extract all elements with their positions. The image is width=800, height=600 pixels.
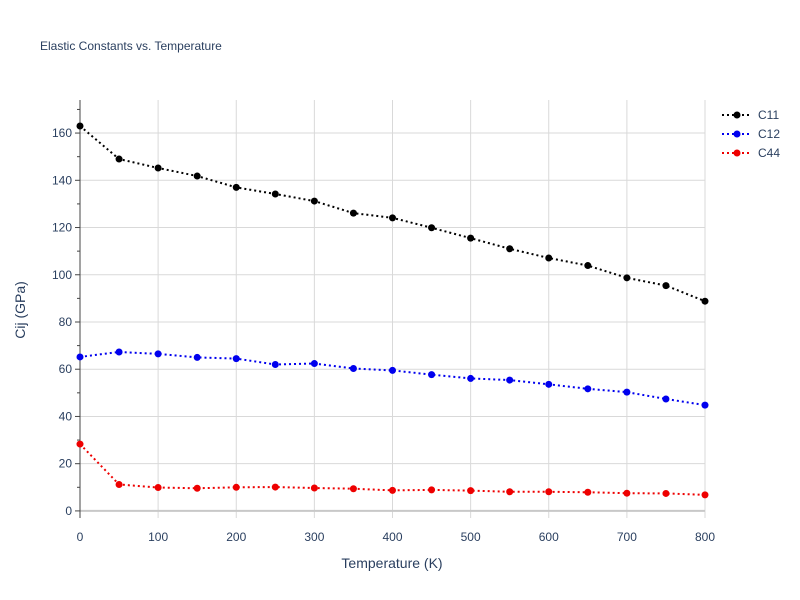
data-point-c12[interactable] [623,388,631,396]
legend-marker [733,111,741,119]
data-point-c44[interactable] [584,488,592,496]
data-point-c12[interactable] [232,355,240,363]
data-point-c12[interactable] [310,360,318,368]
y-tick-label: 20 [59,457,73,471]
data-point-c44[interactable] [428,486,436,494]
y-tick-label: 100 [52,268,72,282]
data-point-c12[interactable] [389,366,396,374]
data-point-c11[interactable] [232,183,240,191]
x-tick-label: 300 [304,530,324,544]
y-tick-label: 60 [59,362,73,376]
data-point-c12[interactable] [506,376,514,384]
data-point-c12[interactable] [193,353,201,361]
x-tick-label: 400 [382,530,402,544]
data-point-c12[interactable] [428,371,436,379]
data-point-c11[interactable] [349,209,357,217]
data-point-c44[interactable] [545,488,553,496]
data-point-c11[interactable] [115,155,123,163]
data-point-c11[interactable] [310,197,318,205]
series-line-c44 [79,443,706,496]
y-tick-label: 0 [65,504,72,518]
x-tick-label: 600 [539,530,559,544]
data-point-c44[interactable] [349,485,357,493]
x-tick-label: 100 [148,530,168,544]
x-tick-label: 800 [695,530,715,544]
data-point-c11[interactable] [584,262,592,270]
series-c11 [76,122,709,305]
x-tick-label: 0 [77,530,84,544]
data-point-c44[interactable] [76,440,84,448]
x-tick-label: 200 [226,530,246,544]
data-point-c44[interactable] [506,488,514,496]
data-point-c11[interactable] [193,172,201,180]
y-tick-label: 120 [52,221,72,235]
x-axis-title: Temperature (K) [341,555,442,571]
data-point-c11[interactable] [623,274,631,282]
legend-label: C11 [758,108,779,122]
data-point-c44[interactable] [271,483,279,491]
data-point-c12[interactable] [154,350,162,358]
data-point-c44[interactable] [662,489,670,497]
data-point-c11[interactable] [389,214,396,222]
data-point-c44[interactable] [701,491,709,499]
data-point-c12[interactable] [76,353,84,361]
data-point-c12[interactable] [349,365,357,373]
data-point-c44[interactable] [232,483,240,491]
data-point-c12[interactable] [115,348,123,356]
data-point-c11[interactable] [428,224,436,232]
data-point-c11[interactable] [271,190,279,198]
legend[interactable]: C11 C12 C44 [722,108,780,160]
data-point-c44[interactable] [193,484,201,492]
data-point-c44[interactable] [115,480,123,488]
y-tick-label: 160 [52,126,72,140]
data-point-c44[interactable] [154,484,162,492]
y-axis-title: Cij (GPa) [12,281,28,339]
data-point-c12[interactable] [701,401,709,409]
y-tick-label: 140 [52,173,72,187]
y-tick-label: 80 [59,315,73,329]
x-tick-label: 500 [461,530,481,544]
legend-label: C44 [758,146,780,160]
legend-marker [733,149,741,157]
data-point-c12[interactable] [467,374,475,382]
data-point-c12[interactable] [584,385,592,393]
chart-title: Elastic Constants vs. Temperature [40,39,222,53]
data-point-c44[interactable] [389,486,396,494]
series-c12 [76,348,709,409]
data-point-c11[interactable] [76,122,84,130]
legend-item-c12[interactable]: C12 [722,127,780,141]
series-plot-area [76,122,709,499]
axes: 0 100 200 300 400 500 600 700 800 0 20 40 60 80 100 120… [52,100,715,544]
y-tick-label: 40 [59,409,73,423]
grid-lines [80,100,706,518]
data-point-c11[interactable] [701,297,709,305]
series-c44 [76,440,709,499]
data-point-c12[interactable] [271,360,279,368]
data-point-c44[interactable] [310,484,318,492]
data-point-c12[interactable] [662,395,670,403]
data-point-c11[interactable] [545,254,553,262]
data-point-c11[interactable] [662,282,670,290]
data-point-c44[interactable] [623,489,631,497]
x-tick-label: 700 [617,530,637,544]
data-point-c11[interactable] [506,245,514,253]
data-point-c11[interactable] [154,164,162,172]
data-point-c44[interactable] [467,487,475,495]
legend-label: C12 [758,127,780,141]
data-point-c11[interactable] [467,234,475,242]
legend-item-c44[interactable]: C44 [722,146,780,160]
legend-item-c11[interactable]: C11 [722,108,779,122]
legend-marker [733,130,741,138]
data-point-c12[interactable] [545,380,553,388]
